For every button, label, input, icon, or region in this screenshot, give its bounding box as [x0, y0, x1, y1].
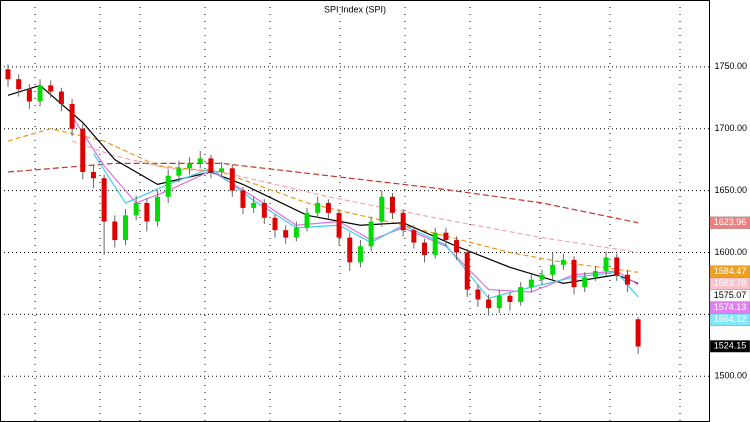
price-tag: [709, 340, 750, 353]
candle-body: [347, 237, 353, 263]
moving-average-line: [71, 140, 639, 254]
candle-body: [325, 202, 331, 213]
candle-body: [400, 212, 406, 231]
candle-body: [176, 168, 182, 176]
candle-body: [528, 279, 534, 288]
candle-body: [592, 271, 598, 278]
y-tick-label: 1750.00: [714, 61, 747, 71]
y-tick-label: 1500.00: [714, 371, 747, 381]
moving-average-line: [7, 128, 639, 273]
candle-body: [496, 295, 502, 309]
price-tag: [709, 216, 750, 230]
price-tag-label: 1623.96: [714, 217, 747, 227]
candle-body: [550, 264, 556, 275]
y-tick-label: 1650.00: [714, 185, 747, 195]
candle-body: [208, 158, 214, 173]
candle-body: [486, 299, 492, 309]
chart-title: SPI Index (SPI): [324, 4, 386, 14]
candle-body: [507, 295, 513, 302]
price-tag-label: 1575.07: [714, 290, 747, 300]
price-tag-label: 1584.47: [714, 266, 747, 276]
candle-body: [219, 168, 225, 173]
candle-body: [304, 212, 310, 228]
candle-body: [272, 217, 278, 231]
price-tag-label: 1583.78: [714, 278, 747, 288]
candle-body: [635, 319, 641, 347]
candle-body: [422, 242, 428, 255]
candle-body: [379, 196, 385, 222]
candle-body: [336, 212, 342, 238]
candle-body: [187, 163, 193, 169]
candle-body: [229, 168, 235, 191]
candle-body: [197, 158, 203, 164]
candle-body: [16, 79, 22, 90]
candle-body: [155, 196, 161, 222]
candle-body: [464, 252, 470, 290]
candle-body: [80, 128, 86, 173]
candle-body: [368, 221, 374, 247]
candle-body: [411, 230, 417, 243]
candle-body: [518, 287, 524, 302]
candle-body: [443, 232, 449, 241]
candle-body: [315, 202, 321, 213]
candle-body: [475, 289, 481, 300]
candle-body: [283, 230, 289, 238]
moving-average-line: [71, 116, 639, 293]
candle-body: [432, 232, 438, 255]
price-tag-label: 1564.12: [714, 314, 747, 324]
y-tick-label: 1700.00: [714, 123, 747, 133]
candle-body: [240, 190, 246, 208]
candle-body: [560, 259, 566, 265]
candle-body: [69, 103, 75, 129]
candle-body: [261, 202, 267, 218]
candle-body: [603, 257, 609, 272]
candle-body: [26, 89, 32, 102]
candle-body: [58, 91, 64, 104]
y-tick-label: 1600.00: [714, 247, 747, 257]
candle-body: [571, 259, 577, 288]
candle-body: [133, 202, 139, 216]
candle-body: [90, 172, 96, 179]
price-tag-label: 1574.13: [714, 302, 747, 312]
candle-body: [582, 277, 588, 288]
candle-body: [37, 85, 43, 102]
moving-average-line: [7, 162, 639, 224]
candle-body: [101, 178, 107, 222]
candle-body: [357, 246, 363, 263]
candle-body: [122, 215, 128, 241]
candle-body: [293, 227, 299, 238]
candle-body: [165, 175, 171, 197]
candle-body: [112, 221, 118, 241]
candle-body: [389, 196, 395, 213]
price-tag: [709, 313, 750, 326]
candle-body: [539, 274, 545, 280]
candle-body: [454, 240, 460, 253]
candle-body: [48, 85, 54, 92]
candle-body: [144, 202, 150, 222]
candle-body: [5, 69, 11, 80]
candle-body: [251, 202, 257, 208]
candle-body: [624, 274, 630, 285]
candle-body: [614, 257, 620, 275]
price-tag-label: 1524.15: [714, 341, 747, 351]
